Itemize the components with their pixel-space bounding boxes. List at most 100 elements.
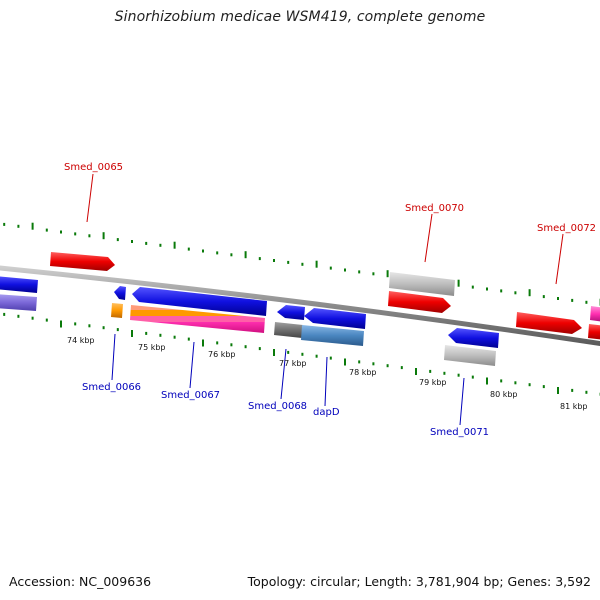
gene-smed-0067-feature-stripes[interactable] [130, 305, 265, 333]
gene-smed-0067-arrow[interactable] [132, 287, 267, 316]
scale-tick-minor [145, 241, 148, 245]
scale-tick-minor [88, 324, 91, 328]
scale-tick-minor [74, 232, 77, 236]
scale-tick-minor [486, 287, 488, 291]
gene-left-partial-purple-arrow[interactable] [0, 294, 37, 311]
gene-smed-0068-arrow[interactable] [277, 305, 305, 320]
scale-tick-minor [173, 335, 176, 339]
scale-tick-major [415, 368, 417, 375]
gene-partial-red-arrow[interactable] [588, 324, 600, 340]
scale-tick-minor [287, 350, 290, 354]
scale-tick-minor [88, 234, 91, 238]
gene-label-smed-0068[interactable]: Smed_0068 [248, 401, 307, 412]
scale-tick-minor [372, 362, 375, 366]
scale-tick-minor [216, 341, 219, 345]
gene-smed-0072-arrow[interactable] [516, 312, 582, 334]
gene-smed-0066-arrow[interactable] [114, 286, 126, 300]
gene-smed-0065-arrow[interactable] [50, 252, 115, 271]
gene-left-partial-blue-arrow[interactable] [0, 276, 38, 293]
gene-label-dapd[interactable]: dapD [313, 407, 340, 418]
leader-dapd [324, 356, 328, 407]
leader-smed-0071 [459, 377, 465, 426]
scale-tick-minor [31, 316, 34, 320]
leader-smed-0067 [189, 341, 195, 389]
scale-tick-minor [45, 228, 48, 232]
scale-tick-minor [557, 297, 559, 300]
scale-tick-minor [145, 331, 148, 335]
scale-tick-minor [372, 272, 375, 276]
scale-tick-minor [244, 345, 247, 349]
scale-tick-minor [3, 222, 6, 226]
scale-tick-minor [60, 230, 62, 234]
scale-tick-minor [514, 381, 517, 385]
gene-smed-0068-feature-box[interactable] [274, 322, 303, 338]
scale-tick-minor [571, 298, 574, 302]
scale-tick-minor [187, 247, 190, 251]
scale-tick-major [386, 270, 389, 278]
scale-tick-major [557, 387, 559, 394]
scale-tick-minor [471, 285, 474, 289]
scale-tick-minor [131, 240, 133, 243]
scale-tick-minor [358, 270, 361, 274]
scale-tick-minor [17, 314, 20, 318]
scale-tick-major [60, 320, 62, 328]
gene-smed-0070-arrow-gray[interactable] [389, 272, 455, 296]
kbp-label: 79 kbp [419, 378, 447, 387]
scale-tick-minor [585, 390, 588, 394]
label-leader-lines [86, 173, 564, 426]
gene-label-smed-0070[interactable]: Smed_0070 [405, 203, 464, 214]
gene-label-smed-0065[interactable]: Smed_0065 [64, 162, 123, 173]
genome-summary-label: Topology: circular; Length: 3,781,904 bp… [247, 574, 591, 589]
gene-smed-0066-orange-box[interactable] [111, 303, 123, 318]
scale-tick-minor [230, 343, 233, 347]
scale-tick-minor [17, 224, 20, 228]
gene-partial-magenta-arrow[interactable] [590, 306, 600, 322]
scale-tick-major [457, 279, 460, 287]
scale-tick-minor [3, 312, 6, 316]
scale-tick-minor [159, 243, 162, 247]
scale-tick-minor [116, 238, 119, 242]
scale-tick-minor [116, 328, 119, 332]
scale-tick-major [102, 232, 105, 240]
scale-tick-major [31, 222, 34, 230]
scale-tick-minor [159, 333, 162, 337]
kbp-label: 78 kbp [349, 368, 377, 377]
leader-smed-0066 [111, 333, 116, 381]
scale-tick-minor [585, 300, 588, 304]
scale-tick-major [202, 339, 204, 347]
tick-track-bottom [3, 312, 600, 396]
scale-tick-minor [457, 373, 460, 377]
scale-tick-minor [230, 253, 233, 257]
gene-smed-0071-feature-box[interactable] [444, 345, 496, 366]
kbp-labels: 74 kbp 75 kbp 76 kbp 77 kbp 78 kbp 79 kb… [67, 336, 588, 411]
scale-tick-minor [443, 371, 446, 375]
scale-tick-minor [301, 262, 304, 266]
kbp-label: 77 kbp [279, 359, 307, 368]
scale-tick-minor [102, 326, 105, 330]
scale-tick-minor [542, 385, 545, 389]
leader-smed-0070 [424, 213, 433, 263]
gene-dapd-arrow[interactable] [304, 308, 366, 329]
scale-tick-minor [74, 322, 77, 326]
leader-smed-0068 [280, 348, 287, 400]
scale-tick-minor [329, 356, 332, 360]
gene-dapd-feature-box[interactable] [301, 325, 364, 346]
scale-tick-major [344, 358, 346, 366]
gene-label-smed-0072[interactable]: Smed_0072 [537, 223, 596, 234]
scale-tick-minor [287, 260, 290, 264]
scale-tick-minor [500, 379, 503, 383]
gene-smed-0070-arrow[interactable] [388, 291, 451, 313]
gene-label-smed-0067[interactable]: Smed_0067 [161, 390, 220, 401]
gene-smed-0071-arrow[interactable] [448, 328, 499, 348]
scale-tick-minor [202, 249, 204, 253]
scale-tick-minor [315, 354, 318, 358]
genome-title: Sinorhizobium medicae WSM419, complete g… [114, 9, 486, 25]
gene-labels-reverse: Smed_0066 Smed_0067 Smed_0068 dapD Smed_… [82, 382, 489, 438]
gene-label-smed-0071[interactable]: Smed_0071 [430, 427, 489, 438]
scale-tick-minor [571, 388, 574, 392]
gene-label-smed-0066[interactable]: Smed_0066 [82, 382, 141, 393]
scale-tick-major [131, 330, 133, 337]
genome-backbone [0, 265, 600, 347]
scale-tick-minor [400, 366, 403, 370]
